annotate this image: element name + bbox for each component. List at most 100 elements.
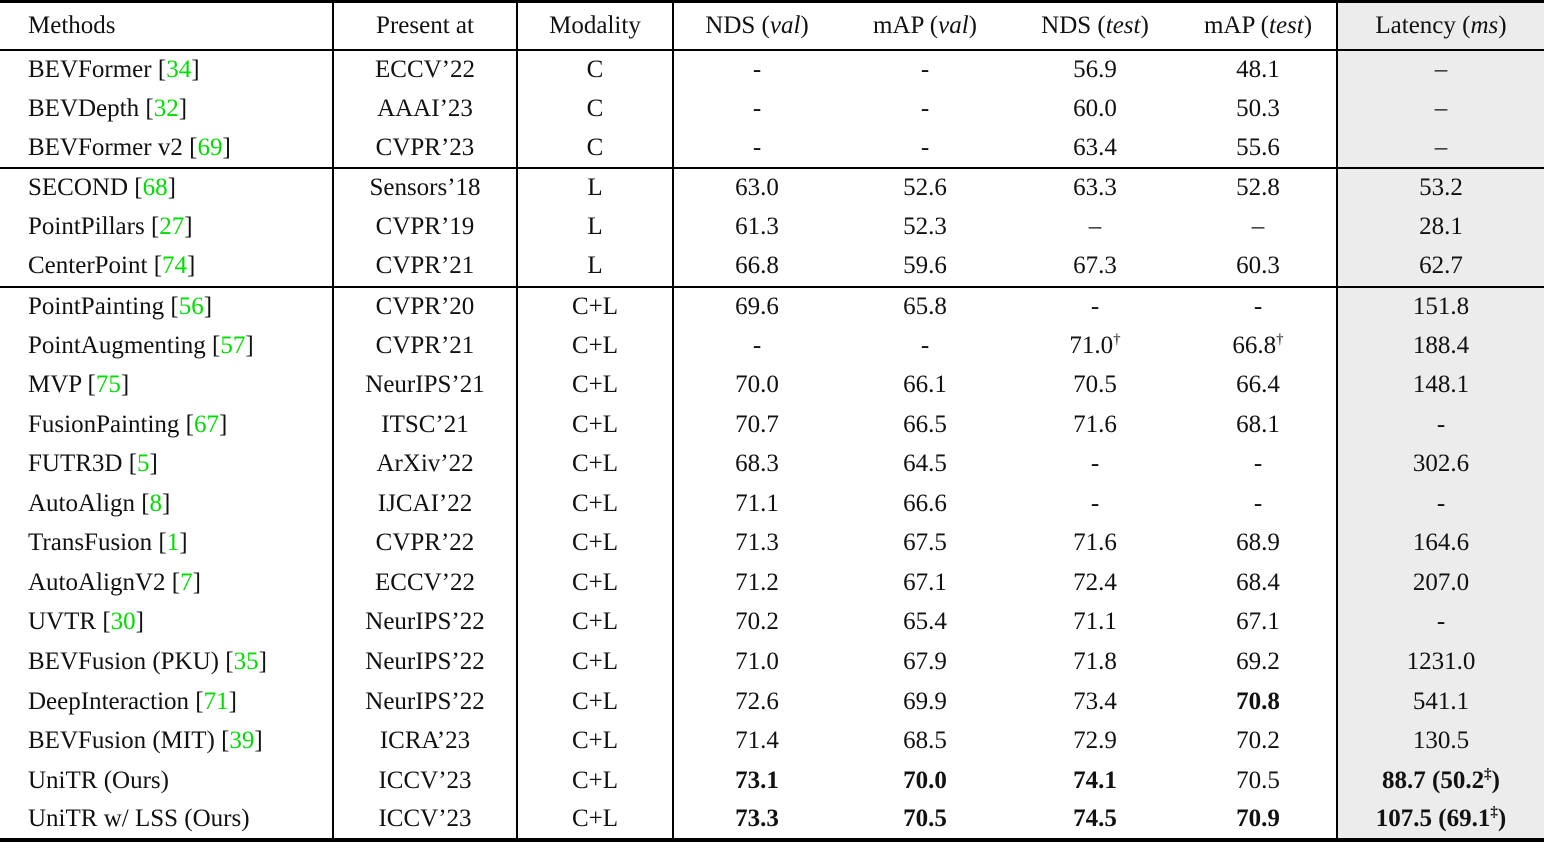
cell-nds_test: 74.5: [1010, 800, 1180, 840]
cell-method: AutoAlign [8]: [0, 484, 334, 524]
cell-venue: Sensors’18: [333, 168, 518, 208]
cell-value: 61.3: [735, 213, 779, 241]
cell-venue: CVPR’22: [333, 523, 518, 564]
cell-value: 88.7 (50.2‡): [1382, 766, 1500, 794]
citation-link[interactable]: 27: [159, 213, 185, 241]
cell-nds_val: -: [673, 129, 840, 169]
cell-map_test: 70.5: [1180, 761, 1337, 801]
citation-link[interactable]: 8: [149, 489, 163, 517]
cell-value: 28.1: [1419, 213, 1463, 241]
cell-method: BEVFusion (MIT) [39]: [0, 721, 334, 761]
cell-value: 207.0: [1412, 568, 1470, 596]
method-name: UniTR (Ours): [28, 766, 169, 794]
cell-nds_test: 73.4: [1010, 682, 1180, 722]
cell-map_val: 52.6: [840, 168, 1010, 208]
table-row: PointPillars [27] CVPR’19 L 61.3 52.3 – – 28.1: [0, 207, 1544, 248]
cell-value: 69.6: [735, 292, 779, 320]
cell-venue: CVPR’23: [333, 128, 518, 169]
cell-map_test: -: [1180, 484, 1337, 524]
cell-map_test: 70.2: [1180, 721, 1337, 761]
citation-link[interactable]: 74: [162, 252, 188, 280]
cell-nds_test: 60.0: [1010, 89, 1180, 129]
cell-nds_val: 71.2: [673, 563, 840, 603]
cell-map_val: 67.5: [840, 524, 1010, 564]
cell-venue: ITSC’21: [333, 405, 518, 445]
cell-value: –: [1434, 55, 1448, 83]
citation-link[interactable]: 56: [178, 292, 204, 320]
cell-value: 67.1: [1236, 608, 1280, 636]
cell-map_test: 55.6: [1180, 129, 1337, 169]
method-name: BEVFusion (PKU): [28, 647, 219, 675]
citation-link[interactable]: 1: [166, 529, 180, 557]
cell-value: 67.1: [903, 568, 947, 596]
column-header-map_test: mAP (test): [1203, 11, 1313, 39]
cell-value: 62.7: [1419, 252, 1463, 280]
cell-value: 71.1: [735, 489, 779, 517]
table-body: BEVFormer [34] ECCV’22 C - -56.9 48.1– BEVDept…: [0, 49, 1544, 840]
cell-value: 70.2: [1236, 727, 1280, 755]
citation-link[interactable]: 35: [233, 647, 259, 675]
cell-nds_val: 71.4: [673, 721, 840, 761]
cell-nds_val: -: [673, 50, 840, 90]
cell-latency: 188.4: [1336, 326, 1544, 366]
method-name: PointPillars: [28, 213, 145, 241]
cell-value: 63.4: [1073, 133, 1117, 161]
cell-map_val: -: [840, 129, 1010, 169]
method-name: BEVFusion (MIT): [28, 727, 215, 755]
cell-value: –: [1434, 133, 1448, 161]
cell-value: -: [752, 94, 762, 122]
citation-link[interactable]: 57: [220, 331, 246, 359]
column-header-modality: Modality: [517, 1, 674, 50]
cell-nds_val: 68.3: [673, 445, 840, 485]
cell-venue: ICCV’23: [333, 760, 518, 801]
citation-link[interactable]: 71: [203, 687, 229, 715]
cell-value: 72.6: [735, 687, 779, 715]
cell-value: 60.3: [1236, 252, 1280, 280]
cell-value: -: [1436, 608, 1446, 636]
cell-venue: CVPR’21: [333, 247, 518, 287]
cell-value: 52.3: [903, 213, 947, 241]
column-header-venue: Present at: [333, 1, 518, 50]
method-name: BEVFormer: [28, 55, 152, 83]
cell-value: 151.8: [1412, 292, 1470, 320]
citation-link[interactable]: 30: [110, 608, 136, 636]
cell-value: 70.0: [903, 766, 947, 794]
cell-nds_val: 70.7: [673, 405, 840, 445]
cell-value: 71.6: [1073, 410, 1117, 438]
cell-nds_test: 71.0†: [1010, 326, 1180, 366]
cell-map_val: 68.5: [840, 721, 1010, 761]
cell-value: 48.1: [1236, 55, 1280, 83]
citation-link[interactable]: 75: [95, 371, 121, 399]
citation-link[interactable]: 67: [194, 410, 219, 438]
citation-link[interactable]: 69: [197, 133, 223, 161]
cell-map_test: 68.1: [1180, 405, 1337, 445]
method-name: PointAugmenting: [28, 331, 206, 359]
table-row: MVP [75] NeurIPS’21 C+L 70.0 66.1 70.5 66.4 148…: [0, 365, 1544, 406]
cell-map_val: 64.5: [840, 445, 1010, 485]
citation-link[interactable]: 32: [153, 94, 179, 122]
cell-value: 68.9: [1236, 529, 1280, 557]
cell-value: 65.4: [903, 608, 947, 636]
cell-modality: C+L: [517, 602, 674, 643]
cell-venue: ArXiv’22: [333, 444, 518, 485]
cell-method: TransFusion [1]: [0, 523, 334, 564]
citation-link[interactable]: 39: [229, 727, 255, 755]
citation-link[interactable]: 7: [180, 568, 193, 596]
citation-link[interactable]: 68: [142, 174, 168, 202]
citation-link[interactable]: 34: [166, 55, 192, 83]
cell-venue: AAAI’23: [333, 89, 518, 129]
cell-map_val: 70.5: [840, 800, 1010, 840]
cell-latency: –: [1336, 49, 1544, 90]
method-name: AutoAlignV2: [28, 568, 166, 596]
cell-nds_val: -: [673, 326, 840, 366]
table-row: FUTR3D [5] ArXiv’22 C+L 68.3 64.5 - - 302.6: [0, 444, 1544, 485]
cell-value: -: [1090, 450, 1100, 478]
table-row: UniTR w/ LSS (Ours) ICCV’23 C+L 73.3 70.5 74.…: [0, 800, 1544, 840]
cell-modality: C+L: [517, 800, 674, 840]
method-name: CenterPoint: [28, 252, 148, 280]
citation-link[interactable]: 5: [137, 450, 150, 478]
cell-value: 66.5: [903, 410, 947, 438]
cell-modality: C+L: [517, 760, 674, 801]
cell-value: 64.5: [903, 450, 947, 478]
